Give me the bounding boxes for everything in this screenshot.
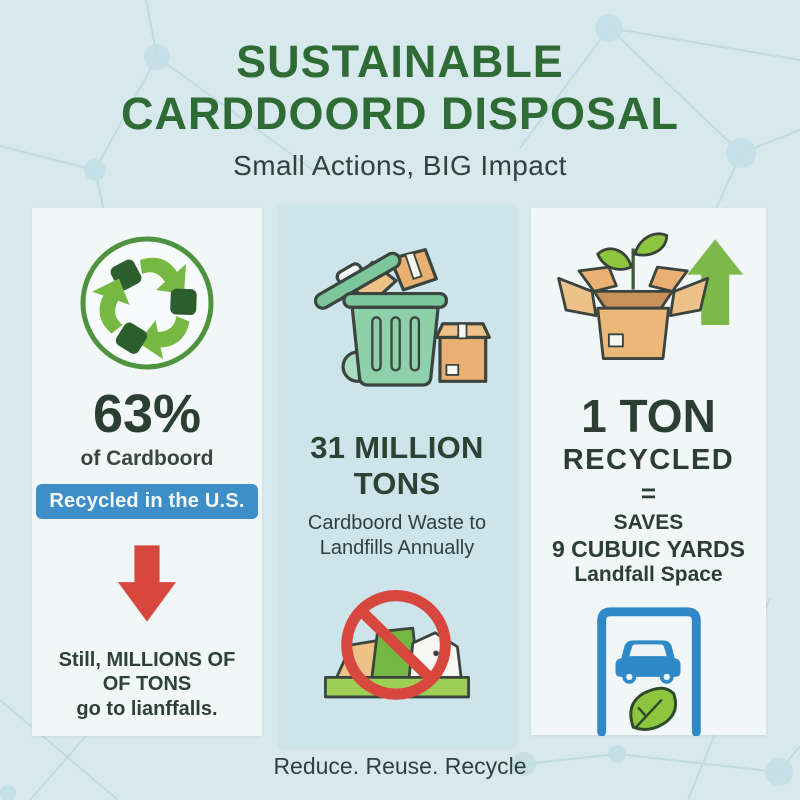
card-recycled-stat: 63% of Cardboord Recycled in the U.S. St…: [32, 208, 262, 736]
down-arrow-icon: [118, 545, 176, 628]
stat-waste-line1: 31 MILLION: [310, 430, 484, 465]
page-title: SUSTAINABLE CARDDOORD DISPOSAL: [0, 36, 800, 140]
landfill-note: Still, MILLIONS OF OF TONS go to lianffa…: [59, 648, 236, 721]
parking-arch-icon: [588, 598, 710, 741]
header: SUSTAINABLE CARDDOORD DISPOSAL Small Act…: [0, 36, 800, 182]
stat-recycled-label: RECYCLED: [562, 444, 735, 476]
trash-can-cardboard-icon: [301, 231, 493, 394]
card-savings-stat: 1 TON RECYCLED = SAVES 9 CUBUIC YARDS La…: [531, 208, 766, 737]
waste-caption-line1: Cardboord Waste to: [307, 512, 487, 535]
page-title-line1: SUSTAINABLE: [236, 36, 564, 87]
landfill-note-line1: Still, MILLIONS OF: [58, 649, 236, 671]
page-subtitle: Small Actions, BIG Impact: [233, 150, 567, 182]
saves-line1: SAVES: [613, 511, 684, 534]
stat-waste-line2: TONS: [353, 465, 441, 501]
box-sprout-icon: [551, 228, 747, 371]
recycle-icon: [76, 232, 218, 379]
equals-sign: =: [640, 478, 657, 508]
stat-recycled-percent: 63%: [92, 384, 202, 444]
car-icon: [614, 640, 681, 684]
landfill-note-line3: go to lianffalls.: [76, 697, 218, 720]
saves-text: SAVES 9 CUBUIC YARDS Landfall Space: [552, 511, 745, 588]
waste-caption-line2: Landfills Annually: [319, 537, 475, 560]
saves-line3: Landfall Space: [574, 562, 723, 586]
page-title-line2: CARDDOORD DISPOSAL: [120, 88, 680, 140]
leaf-icon: [628, 686, 677, 731]
waste-caption: Cardboord Waste to Landfills Annually: [308, 511, 486, 561]
stat-recycled-caption: of Cardboord: [80, 447, 214, 470]
saves-line2: 9 CUBUIC YARDS: [552, 535, 745, 562]
footer-slogan: Reduce. Reuse. Recycle: [273, 753, 527, 779]
stat-waste-tons: 31 MILLION TONS: [310, 430, 484, 501]
no-landfill-icon: [318, 587, 476, 718]
recycled-us-badge: Recycled in the U.S.: [36, 484, 258, 519]
stat-one-ton: 1 TON: [581, 390, 716, 442]
landfill-note-line2: OF TONS: [102, 673, 192, 696]
card-waste-stat: 31 MILLION TONS Cardboord Waste to Landf…: [278, 205, 516, 747]
